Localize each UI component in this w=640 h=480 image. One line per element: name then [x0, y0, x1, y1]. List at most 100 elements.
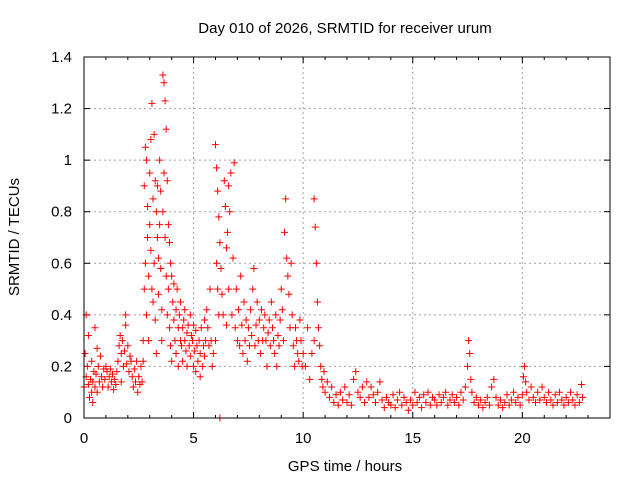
- data-point: [475, 401, 482, 409]
- data-point: [85, 393, 93, 401]
- data-point: [147, 246, 155, 254]
- data-point: [213, 259, 221, 267]
- data-point: [579, 393, 587, 401]
- data-point: [296, 316, 304, 324]
- data-point: [172, 350, 180, 358]
- data-point: [227, 169, 235, 177]
- data-point: [144, 203, 152, 211]
- data-point: [288, 311, 296, 319]
- data-point: [137, 362, 145, 370]
- data-point: [299, 350, 307, 358]
- data-point: [228, 311, 236, 319]
- data-point: [144, 234, 152, 241]
- data-point: [186, 352, 194, 360]
- data-point: [518, 391, 526, 399]
- data-point: [168, 357, 176, 365]
- data-point: [282, 195, 290, 203]
- data-point: [194, 357, 202, 365]
- data-point: [311, 223, 319, 231]
- data-point: [470, 399, 478, 407]
- data-point: [321, 388, 329, 396]
- data-point: [485, 401, 493, 409]
- chart-title: Day 010 of 2026, SRMTID for receiver uru…: [198, 20, 491, 37]
- data-point: [192, 326, 200, 334]
- data-point: [83, 362, 91, 370]
- data-point: [356, 393, 364, 401]
- data-point: [209, 350, 217, 358]
- data-point: [527, 383, 535, 391]
- data-point: [250, 264, 258, 272]
- data-point: [193, 342, 201, 350]
- data-point: [523, 388, 531, 396]
- x-tick-label: 5: [189, 430, 197, 447]
- data-point: [284, 272, 292, 280]
- data-point: [149, 195, 157, 203]
- data-point: [437, 399, 445, 407]
- data-point: [230, 159, 238, 167]
- data-point: [558, 396, 566, 404]
- data-point: [162, 125, 170, 133]
- data-point: [464, 362, 472, 370]
- data-point: [255, 316, 263, 324]
- data-point: [265, 316, 273, 324]
- data-point: [545, 388, 553, 396]
- data-point: [91, 383, 99, 391]
- data-point: [531, 399, 539, 407]
- data-point: [167, 259, 175, 267]
- data-point: [402, 399, 410, 407]
- data-point: [203, 306, 211, 314]
- data-point: [258, 306, 266, 314]
- x-tick-label: 20: [514, 430, 531, 447]
- data-point: [163, 177, 171, 185]
- data-point: [571, 401, 579, 409]
- data-point: [208, 362, 216, 370]
- data-point: [188, 337, 196, 345]
- data-point: [553, 399, 561, 407]
- data-point: [114, 357, 122, 365]
- data-point: [444, 401, 452, 409]
- data-point: [152, 208, 160, 216]
- data-point: [159, 71, 167, 79]
- data-point: [499, 404, 507, 412]
- data-point: [165, 324, 173, 332]
- data-point: [510, 388, 518, 396]
- data-point: [180, 316, 188, 324]
- data-point: [483, 393, 491, 401]
- data-point: [196, 350, 204, 358]
- data-point: [569, 396, 577, 404]
- data-point: [123, 360, 131, 368]
- data-point: [164, 285, 172, 293]
- data-point: [313, 298, 321, 306]
- data-point: [186, 311, 194, 319]
- data-point: [492, 393, 500, 401]
- data-point: [268, 324, 276, 332]
- data-point: [170, 316, 178, 324]
- data-point: [398, 401, 406, 409]
- x-axis-label: GPS time / hours: [288, 458, 402, 475]
- data-point: [160, 169, 168, 177]
- data-point: [350, 375, 358, 383]
- y-tick-label: 0.8: [51, 204, 72, 221]
- data-point: [365, 393, 373, 401]
- y-tick-label: 1: [64, 152, 72, 169]
- data-point: [301, 362, 309, 370]
- data-point: [216, 239, 224, 247]
- data-point: [124, 342, 132, 350]
- data-point: [190, 321, 198, 329]
- data-point: [92, 370, 100, 378]
- data-point: [248, 331, 256, 339]
- data-point: [238, 321, 246, 329]
- data-point: [158, 306, 166, 314]
- data-point: [540, 393, 548, 401]
- data-point: [289, 342, 297, 350]
- data-point: [167, 342, 175, 350]
- data-point: [158, 337, 166, 345]
- data-point: [182, 347, 190, 355]
- data-point: [95, 378, 103, 386]
- data-point: [260, 324, 268, 332]
- data-point: [165, 239, 173, 247]
- data-point: [325, 393, 333, 401]
- data-point: [96, 352, 104, 360]
- data-point: [341, 383, 349, 391]
